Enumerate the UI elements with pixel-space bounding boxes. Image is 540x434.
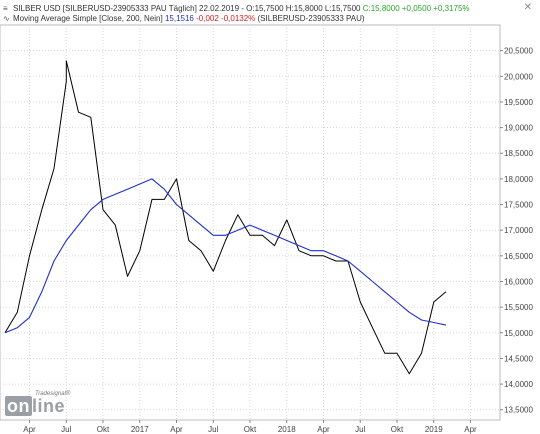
ma-value: 15,1516 — [164, 14, 194, 23]
ma-change: -0,002 — [196, 14, 219, 23]
x-tick-label: Apr — [464, 425, 477, 434]
x-tick-label: Jul — [355, 425, 365, 434]
x-tick-label: Apr — [23, 425, 36, 434]
y-tick-label: 14,5000 — [504, 354, 533, 363]
ma-series-line — [4, 178, 447, 334]
price-legend-text: SILBER USD [SILBERUSD-23905333 PAU Tägli… — [13, 4, 361, 13]
x-tick-label: 2017 — [131, 425, 149, 434]
x-tick-label: 2019 — [425, 425, 443, 434]
y-tick-label: 16,0000 — [504, 277, 533, 286]
y-tick-label: 13,5000 — [504, 406, 533, 415]
y-tick-label: 14,0000 — [504, 380, 533, 389]
x-tick-label: Okt — [244, 425, 257, 434]
x-tick-label: Apr — [170, 425, 183, 434]
y-tick-label: 20,5000 — [504, 47, 533, 56]
price-change-pct: +0,3175% — [433, 4, 470, 13]
y-tick-label: 18,0000 — [504, 175, 533, 184]
tradesignal-logo: Tradesignal® on line — [5, 391, 73, 417]
x-tick-label: Jul — [61, 425, 71, 434]
price-series-line — [4, 60, 447, 375]
x-tick-label: Apr — [317, 425, 330, 434]
y-tick-label: 19,0000 — [504, 124, 533, 133]
ma-legend: ∿ Moving Average Simple [Close, 200, Nein… — [3, 14, 365, 23]
x-tick-label: Jul — [208, 425, 218, 434]
price-legend: ≡ SILBER USD [SILBERUSD-23905333 PAU Tägl… — [3, 4, 470, 13]
y-tick-label: 20,0000 — [504, 72, 533, 81]
logo-small-text: Tradesignal® — [35, 391, 71, 397]
y-tick-label: 17,5000 — [504, 201, 533, 210]
price-close: C:15,8000 — [362, 4, 400, 13]
x-tick-label: 2018 — [278, 425, 296, 434]
y-tick-label: 17,0000 — [504, 226, 533, 235]
x-tick-label: Okt — [97, 425, 110, 434]
ma-legend-text: Moving Average Simple [Close, 200, Nein] — [13, 14, 163, 23]
x-tick-label: Okt — [391, 425, 404, 434]
ma-change-pct: -0,0132% — [221, 14, 256, 23]
y-tick-label: 15,0000 — [504, 329, 533, 338]
bars-icon: ≡ — [3, 4, 8, 13]
y-tick-label: 15,5000 — [504, 303, 533, 312]
logo-big-text: on line — [5, 396, 66, 416]
close-icon[interactable]: ✕ — [523, 2, 532, 13]
ma-source: (SILBERUSD-23905333 PAU) — [257, 14, 365, 23]
line-icon: ∿ — [3, 14, 10, 23]
plot-frame — [0, 24, 501, 421]
y-tick-label: 18,5000 — [504, 149, 533, 158]
y-tick-label: 19,5000 — [504, 98, 533, 107]
y-tick-label: 16,5000 — [504, 252, 533, 261]
price-change: +0,0500 — [401, 4, 432, 13]
